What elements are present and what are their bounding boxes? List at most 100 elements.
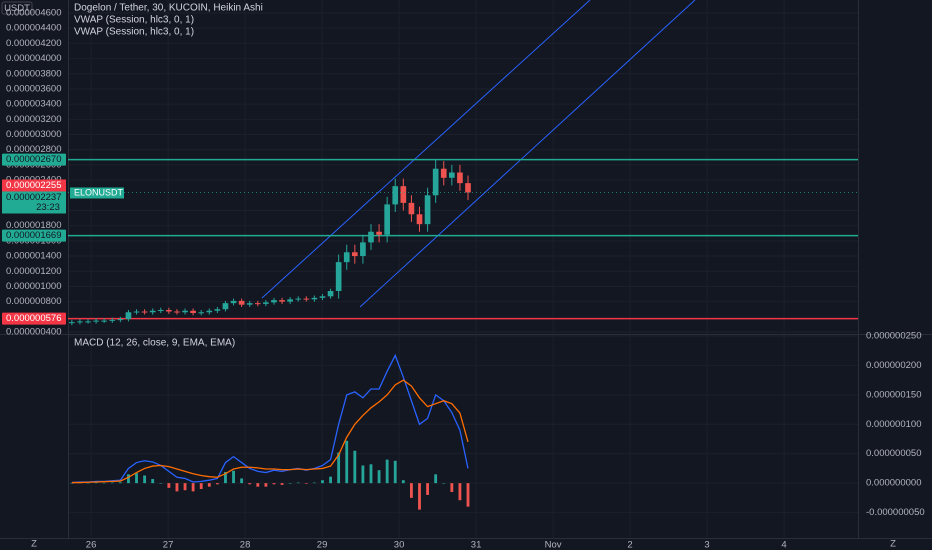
channel-line	[261, 0, 591, 299]
candle-body	[263, 302, 269, 304]
level-tag	[2, 153, 66, 166]
candle-body	[198, 312, 205, 314]
candle-body	[319, 296, 326, 298]
candle-body	[432, 168, 439, 196]
y2-tick-label: -0.000000050	[866, 507, 925, 518]
histogram-bar	[110, 482, 114, 484]
histogram-bar	[264, 483, 268, 487]
candle-body	[254, 303, 261, 305]
histogram-bar	[442, 483, 446, 484]
candle-body	[166, 309, 172, 312]
candle-body	[246, 303, 253, 305]
histogram-bar	[369, 464, 373, 484]
histogram-bar	[288, 483, 292, 484]
candle-body	[149, 310, 156, 313]
x-tick-label: 31	[471, 540, 482, 550]
y-tick-label: 0.000003600	[6, 83, 61, 94]
symbol-label: ELONUSDT	[74, 187, 124, 197]
candle-body	[416, 214, 423, 225]
candle-body	[343, 252, 350, 263]
level-label: 0.000001669	[6, 230, 61, 241]
y-tick-label: 0.000004600	[6, 8, 61, 19]
histogram-bar	[312, 482, 316, 484]
histogram-bar	[296, 482, 300, 484]
candle-body	[384, 204, 390, 235]
histogram-bar	[329, 476, 332, 484]
histogram-bar	[458, 483, 462, 501]
histogram-bar	[135, 473, 138, 484]
histogram-bar	[393, 460, 397, 484]
candle-body	[77, 321, 83, 323]
candle-body	[271, 300, 277, 303]
histogram-bar	[450, 483, 454, 492]
y2-tick-label: 0.000000100	[866, 419, 921, 430]
level-tag	[2, 312, 66, 325]
level-label: 0.000000576	[6, 313, 61, 324]
histogram-bar	[215, 483, 219, 485]
y2-tick-label: 0.000000000	[866, 478, 921, 489]
candle-body	[360, 242, 366, 257]
histogram-bar	[224, 471, 227, 484]
histogram-bar	[159, 483, 163, 484]
candle-body	[125, 312, 132, 320]
symbol-tag	[70, 187, 124, 199]
histogram-bar	[118, 482, 122, 484]
candle-body	[230, 300, 237, 304]
timezone-icon[interactable]: Z	[31, 539, 37, 550]
candle-body	[368, 231, 374, 243]
high-tag	[2, 179, 66, 192]
candle-body	[141, 311, 148, 313]
y-tick-label: 0.000002800	[6, 144, 61, 155]
histogram-bar	[94, 482, 98, 484]
histogram-bar	[377, 470, 381, 484]
y-tick-label: 0.000004200	[6, 38, 61, 49]
unit-box	[1, 1, 33, 15]
histogram-bar	[232, 470, 235, 484]
histogram-bar	[353, 450, 357, 484]
candle-body	[174, 311, 180, 313]
zoom-icon[interactable]: Z	[890, 539, 896, 550]
candle-body	[392, 186, 399, 205]
candle-body	[133, 311, 140, 313]
candle-body	[69, 322, 75, 324]
histogram-bar	[361, 465, 365, 484]
candle-body	[449, 172, 455, 178]
x-tick-label: 27	[163, 540, 174, 550]
histogram-bar	[240, 478, 244, 484]
y-tick-label: 0.000004000	[6, 53, 61, 64]
candle-body	[222, 303, 229, 310]
histogram-bar	[102, 482, 106, 484]
candle-body	[376, 231, 382, 235]
candle-body	[408, 202, 415, 215]
macd-title: MACD (12, 26, close, 9, EMA, EMA)	[74, 338, 235, 349]
x-tick-label: 28	[240, 540, 251, 550]
histogram-bar	[280, 483, 284, 485]
candle-body	[311, 297, 318, 300]
candle-body	[117, 319, 124, 321]
candle-body	[303, 298, 310, 300]
candle-body	[287, 299, 293, 302]
indicator-label: VWAP (Session, hlc3, 0, 1)	[74, 15, 194, 26]
histogram-bar	[191, 483, 195, 492]
unit-label: USDT	[4, 3, 30, 14]
x-tick-label: 30	[394, 540, 405, 550]
y2-tick-label: 0.000000250	[866, 331, 921, 342]
x-tick-label: 29	[317, 540, 328, 550]
candle-body	[206, 310, 213, 313]
y2-tick-label: 0.000000050	[866, 448, 921, 459]
histogram-bar	[143, 475, 147, 484]
histogram-bar	[409, 483, 413, 498]
histogram-bar	[434, 474, 438, 484]
high-label: 0.000002255	[6, 180, 61, 191]
candle-body	[295, 298, 302, 300]
histogram-bar	[70, 483, 74, 484]
x-tick-label: 4	[781, 540, 786, 550]
y-tick-label: 0.000003200	[6, 114, 61, 125]
y2-tick-label: 0.000000150	[866, 389, 921, 400]
histogram-bar	[337, 452, 341, 484]
histogram-bar	[183, 483, 187, 491]
last-price-tag	[2, 191, 66, 214]
y-tick-label: 0.000001400	[6, 251, 61, 262]
